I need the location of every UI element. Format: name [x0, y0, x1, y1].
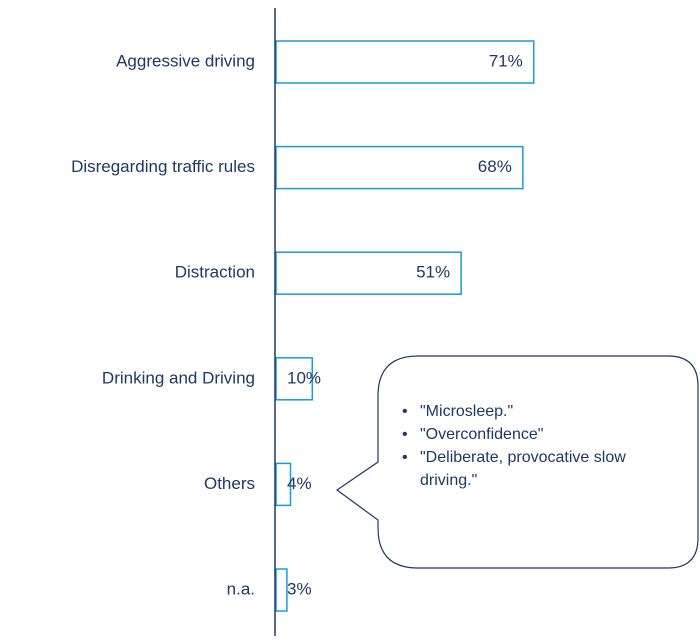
- value-label: 68%: [478, 157, 512, 176]
- callout-item: "Overconfidence": [396, 423, 678, 446]
- bar: [275, 145, 524, 190]
- value-label: 3%: [287, 579, 312, 598]
- bar: [275, 568, 288, 612]
- category-label: n.a.: [227, 579, 255, 598]
- category-label: Distraction: [175, 263, 255, 282]
- category-label: Disregarding traffic rules: [71, 157, 255, 176]
- bar: [275, 40, 535, 84]
- category-label: Aggressive driving: [116, 51, 255, 70]
- value-label: 71%: [489, 51, 523, 70]
- category-label: Drinking and Driving: [102, 368, 255, 387]
- value-label: 4%: [287, 474, 312, 493]
- bar: [275, 251, 462, 295]
- bar: [275, 462, 292, 507]
- callout-item: "Deliberate, provocative slow driving.": [396, 446, 678, 492]
- callout-item: "Microsleep.": [396, 400, 678, 423]
- category-label: Others: [204, 474, 255, 493]
- value-label: 51%: [416, 263, 450, 282]
- value-label: 10%: [287, 368, 321, 387]
- bar: [275, 357, 314, 401]
- callout-list: "Microsleep.""Overconfidence""Deliberate…: [396, 400, 686, 492]
